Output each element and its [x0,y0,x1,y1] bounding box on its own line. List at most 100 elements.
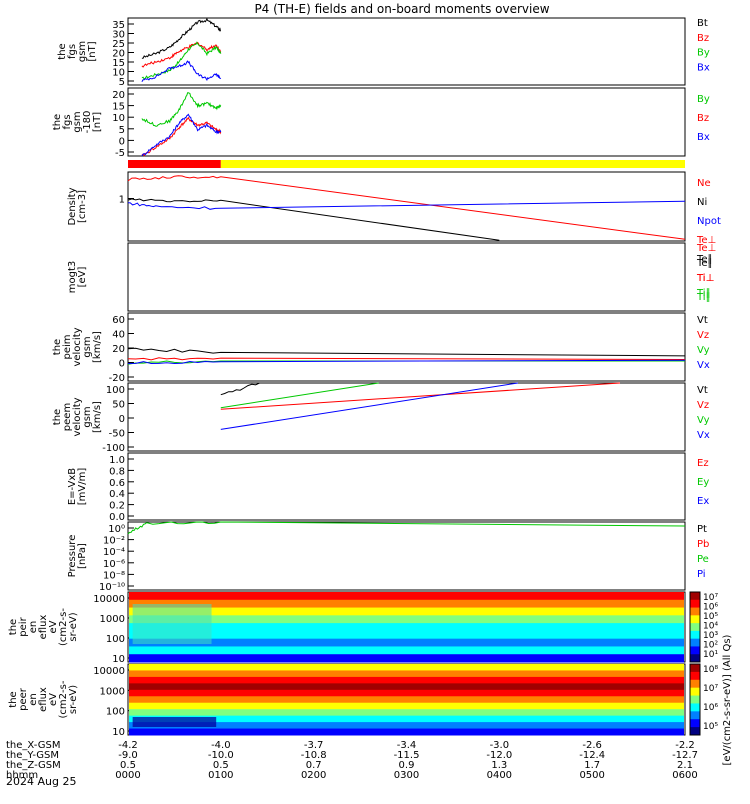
ylabel-line: gsm [82,406,93,427]
axis-row-value: 1.7 [584,760,600,771]
legend-entry: Ez [697,458,709,469]
panel-p5: the peim velocity gsm [km/s] 60 40 20 0 -20 Vt Vz Vy… [52,312,710,384]
legend-entry: Ti∥ [696,292,711,303]
spectrogram-band [129,676,684,684]
axis-row-value: 0000 [115,770,140,781]
spectrogram-band [129,599,684,609]
ylabel-line: mogt3 [67,261,78,294]
colorbar-tick: 10³ [703,631,718,641]
legend-entry: Vt [697,315,708,326]
ylabel-line: velocity [72,397,83,436]
legend-entry: Bt [697,18,708,29]
colorbar-label: [eV/(cm2-s-sr-eV)] (All Qs) [722,634,733,765]
ylabel-line: (cm2-s- [58,680,69,718]
ylabel-line: [km/s] [92,331,103,363]
spectrogram-band [129,683,684,691]
series-Ni [127,198,500,241]
ylabel-line: [eV] [77,267,88,288]
panel-frame [127,242,686,312]
ytick-label: 10⁻¹⁰ [99,582,125,593]
series-Bz [141,41,222,68]
legend-entry: Vy [697,415,710,426]
legend-entry: Vx [697,430,710,441]
legend-entry: Te⊥ [696,243,716,254]
spectrogram-band [129,630,684,640]
legend-entry: Ni [697,197,707,208]
spectrogram-band [129,592,684,601]
ylabel-line: peem [62,403,73,431]
legend-entry: Pi [697,569,706,580]
spectrogram-band [129,728,684,736]
colorbar-swatch [690,719,700,728]
axis-row-value: 0400 [487,770,512,781]
colorbar-tick: 10⁵ [703,722,718,732]
colorbar-tick: 10⁶ [703,603,718,613]
panel-frame [127,171,686,242]
axis-row-name: the_X-GSM [6,740,60,751]
panel-p4: mogt3 [eV] Te⊥ Te∥ Ti⊥ Ti∥ [67,242,716,312]
ytick-label: 15 [112,102,125,113]
time-axis-rows: the_X-GSM -4.2 -4.0 -3.7 -3.4 -3.0 -2.6 -2.2 the… [6,740,698,781]
axis-row-value: -12.4 [579,750,605,761]
ytick-label: 0.0 [109,512,125,523]
ytick-label: 35 [112,20,125,31]
spectrogram-band [129,709,684,717]
series-Vz [127,357,686,361]
axis-row-value: 0.9 [399,760,415,771]
axis-row-value: -12.0 [486,750,512,761]
ytick-label: 15 [112,58,125,69]
spectrogram-band [129,715,684,723]
colorbar-tick: 10⁶ [703,703,718,713]
legend-entry: Ti⊥ [696,273,714,284]
ytick-label: 50 [112,400,125,411]
spectrogram-band [129,638,684,647]
panel-p6: the peem velocity gsm [km/s]100 50 0 -50 -100 Vt V… [52,382,710,454]
spectrogram-band [129,670,684,678]
ytick-label: 0.2 [109,501,125,512]
colorbar-swatch [690,679,700,689]
axis-row-value: -3.7 [304,740,324,751]
panel-frame [127,452,686,521]
colorbar-swatch [690,592,700,601]
ytick-label: 40 [112,330,125,341]
axis-row-value: -11.5 [394,750,420,761]
panel-frame [127,521,686,591]
axis-row-name: the_Z-GSM [6,760,61,771]
ylabel-line: [nT] [92,112,103,132]
series-Vt [220,382,268,396]
axis-row-value: 0300 [394,770,419,781]
series-Vz [220,382,621,410]
ytick-label: 25 [112,39,125,50]
legend-entry: Bz [697,113,709,124]
colorbar-swatch [690,599,700,609]
ytick-label: 10⁰ [108,524,125,535]
axis-row-value: -4.0 [211,740,231,751]
ytick-label: 0.4 [109,489,125,500]
ytick-label: 10⁻⁶ [103,559,125,570]
spectrogram-band [129,722,684,730]
ylabel-line: the [8,691,19,707]
colorbar-swatch [690,687,700,697]
legend-entry: Vt [697,385,708,396]
series-Bx [141,113,222,157]
panel-frame [127,312,686,382]
spectrogram-band [129,689,684,697]
axis-row-name: the_Y-GSM [6,750,59,761]
legend-entry: Te∥ [696,258,713,269]
ylabel-line: fgs [67,44,78,59]
colorbar-tick: 10⁷ [703,593,718,603]
ytick-label: -50 [109,429,125,440]
ylabel-line: gsm [82,336,93,357]
spectrogram-patch [132,717,217,727]
spectrogram-band [129,654,684,663]
spectrogram-band [129,646,684,655]
ylabel-line: [mV/m] [77,468,88,506]
ylabel-line: -180 [82,111,93,134]
spectrogram-patch [132,604,212,644]
ytick-label: 60 [112,315,125,326]
